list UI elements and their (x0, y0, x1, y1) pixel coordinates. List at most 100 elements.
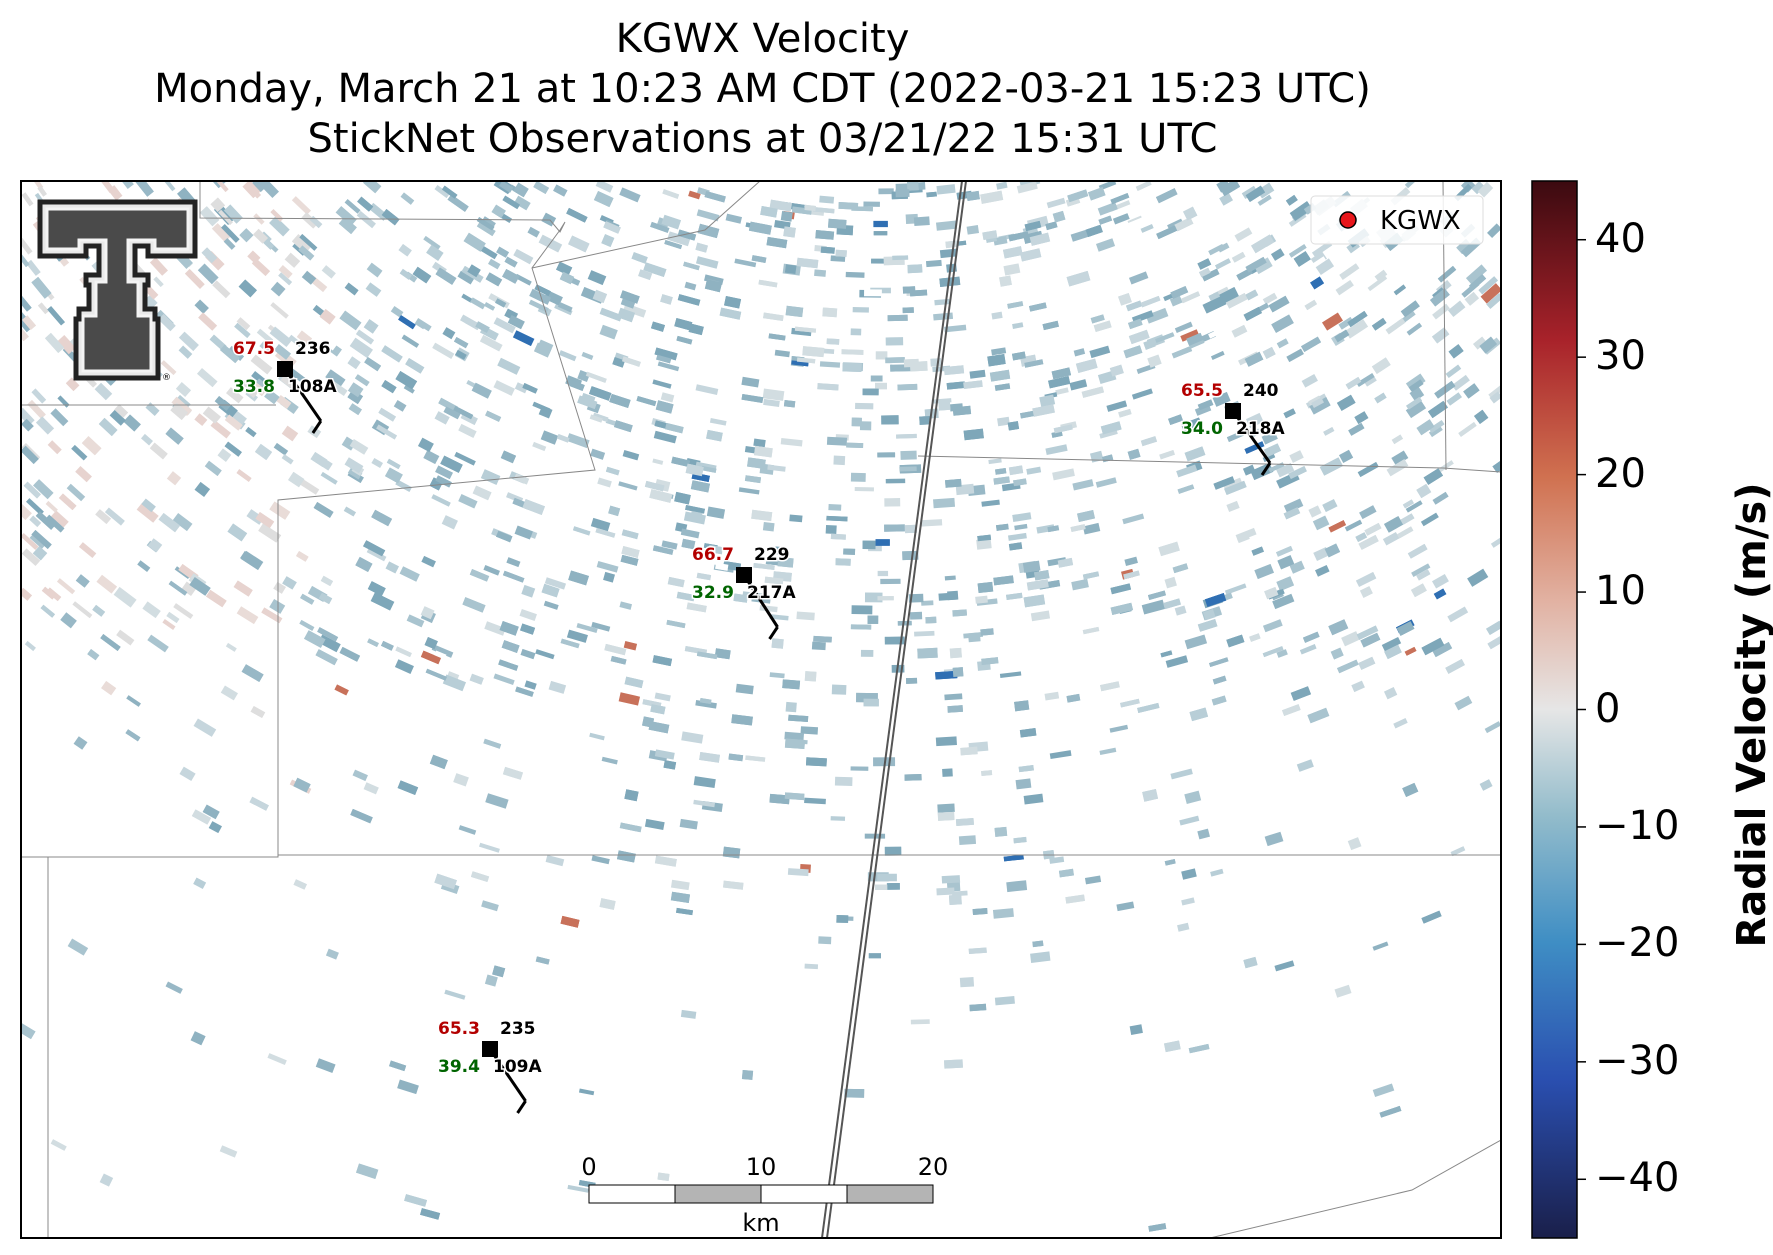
echo-gate (481, 900, 499, 912)
echo-gate (1446, 392, 1462, 406)
echo-gate (435, 267, 457, 285)
title-datetime: Monday, March 21 at 10:23 AM CDT (2022-0… (154, 66, 1371, 112)
echo-gate (926, 191, 937, 198)
echo-gate (1208, 243, 1225, 256)
echo-gate (667, 231, 691, 247)
echo-gate (1407, 543, 1428, 559)
echo-gate (334, 684, 349, 696)
echo-gate (604, 643, 627, 656)
colorbar-tick-label: 40 (1595, 215, 1646, 262)
echo-gate (1473, 336, 1487, 350)
echo-gate (1055, 387, 1069, 395)
echo-gate (661, 214, 682, 230)
echo-gate (223, 204, 243, 224)
echo-gate (909, 611, 923, 620)
echo-gate (1051, 430, 1063, 438)
echo-gate (896, 433, 917, 439)
echo-gate (532, 441, 547, 452)
echo-gate (522, 498, 545, 515)
echo-gate (399, 268, 413, 280)
echo-gate (783, 226, 796, 238)
echo-gate (1024, 220, 1042, 232)
echo-gate (568, 570, 589, 586)
echo-gate (652, 458, 664, 465)
echo-gate (1276, 576, 1295, 592)
echo-gate (184, 269, 205, 289)
echo-gate (469, 673, 484, 685)
echo-gate (369, 441, 389, 458)
echo-gate (1141, 599, 1166, 615)
echo-gate (654, 347, 678, 361)
echo-gate (498, 659, 519, 671)
echo-gate (936, 184, 956, 195)
echo-gate (37, 185, 47, 197)
echo-gate (644, 480, 665, 492)
echo-gate (780, 438, 803, 447)
echo-gate (1110, 192, 1130, 205)
echo-gate (385, 561, 400, 574)
echo-gate (191, 809, 212, 825)
echo-gate (1095, 477, 1117, 488)
echo-gate (577, 395, 598, 410)
echo-gate (945, 478, 962, 488)
echo-gate (1186, 332, 1204, 346)
echo-gate (500, 450, 517, 464)
colorbar-tick-label: 0 (1595, 685, 1621, 732)
echo-gate (529, 637, 547, 649)
echo-gate (1174, 605, 1187, 616)
echo-gate (1210, 868, 1224, 877)
echo-gate (1487, 636, 1501, 650)
echo-gate (660, 294, 673, 305)
echo-gate (754, 445, 773, 458)
echo-gate (1262, 292, 1278, 305)
echo-gate (1128, 217, 1145, 230)
echo-gate (476, 217, 495, 231)
echo-gate (22, 315, 37, 331)
echo-gate (1140, 436, 1158, 447)
echo-gate (1007, 301, 1024, 309)
echo-gate (982, 230, 998, 241)
echo-gate (497, 357, 521, 375)
station-dewpoint: 33.8 (233, 377, 275, 397)
echo-gate (828, 504, 842, 511)
echo-gate (753, 562, 775, 570)
texas-tech-double-t-logo: ® (37, 199, 198, 383)
echo-gate (1110, 583, 1132, 595)
echo-gate (597, 477, 612, 488)
echo-gate (289, 368, 306, 384)
echo-gate (178, 345, 193, 359)
echo-gate (60, 612, 77, 629)
echo-gate (1097, 201, 1118, 216)
echo-gate (589, 732, 605, 741)
echo-gate (348, 403, 362, 416)
echo-gate (975, 595, 988, 604)
echo-gate (442, 327, 456, 340)
echo-gate (1022, 560, 1041, 573)
echo-gate (365, 282, 382, 297)
echo-gate (1072, 479, 1094, 491)
wind-barb-flag (1260, 462, 1272, 476)
echo-gate (165, 427, 184, 445)
echo-gate (589, 414, 603, 423)
echo-gate (885, 478, 906, 484)
sticknet-stations: 67.5 236 33.8 108A 65.5 240 34.0 218A 66.7 229 32.… (232, 338, 1287, 1114)
echo-gate (543, 600, 559, 610)
echo-gate (1484, 721, 1501, 734)
echo-gate (680, 1009, 697, 1019)
echo-gate (833, 455, 846, 466)
echo-gate (125, 729, 141, 742)
echo-gate (945, 240, 958, 249)
echo-gate (175, 382, 191, 397)
echo-gate (592, 412, 609, 422)
echo-gate (1082, 626, 1100, 635)
echo-gate (935, 736, 957, 747)
echo-gate (1219, 192, 1234, 206)
echo-gate (685, 463, 704, 477)
echo-gate (513, 473, 530, 485)
echo-gate (846, 442, 864, 448)
echo-gate (993, 575, 1014, 586)
echo-gate (291, 196, 311, 215)
echo-gate (638, 269, 653, 281)
echo-gate (394, 659, 414, 674)
echo-gate (1307, 707, 1330, 724)
